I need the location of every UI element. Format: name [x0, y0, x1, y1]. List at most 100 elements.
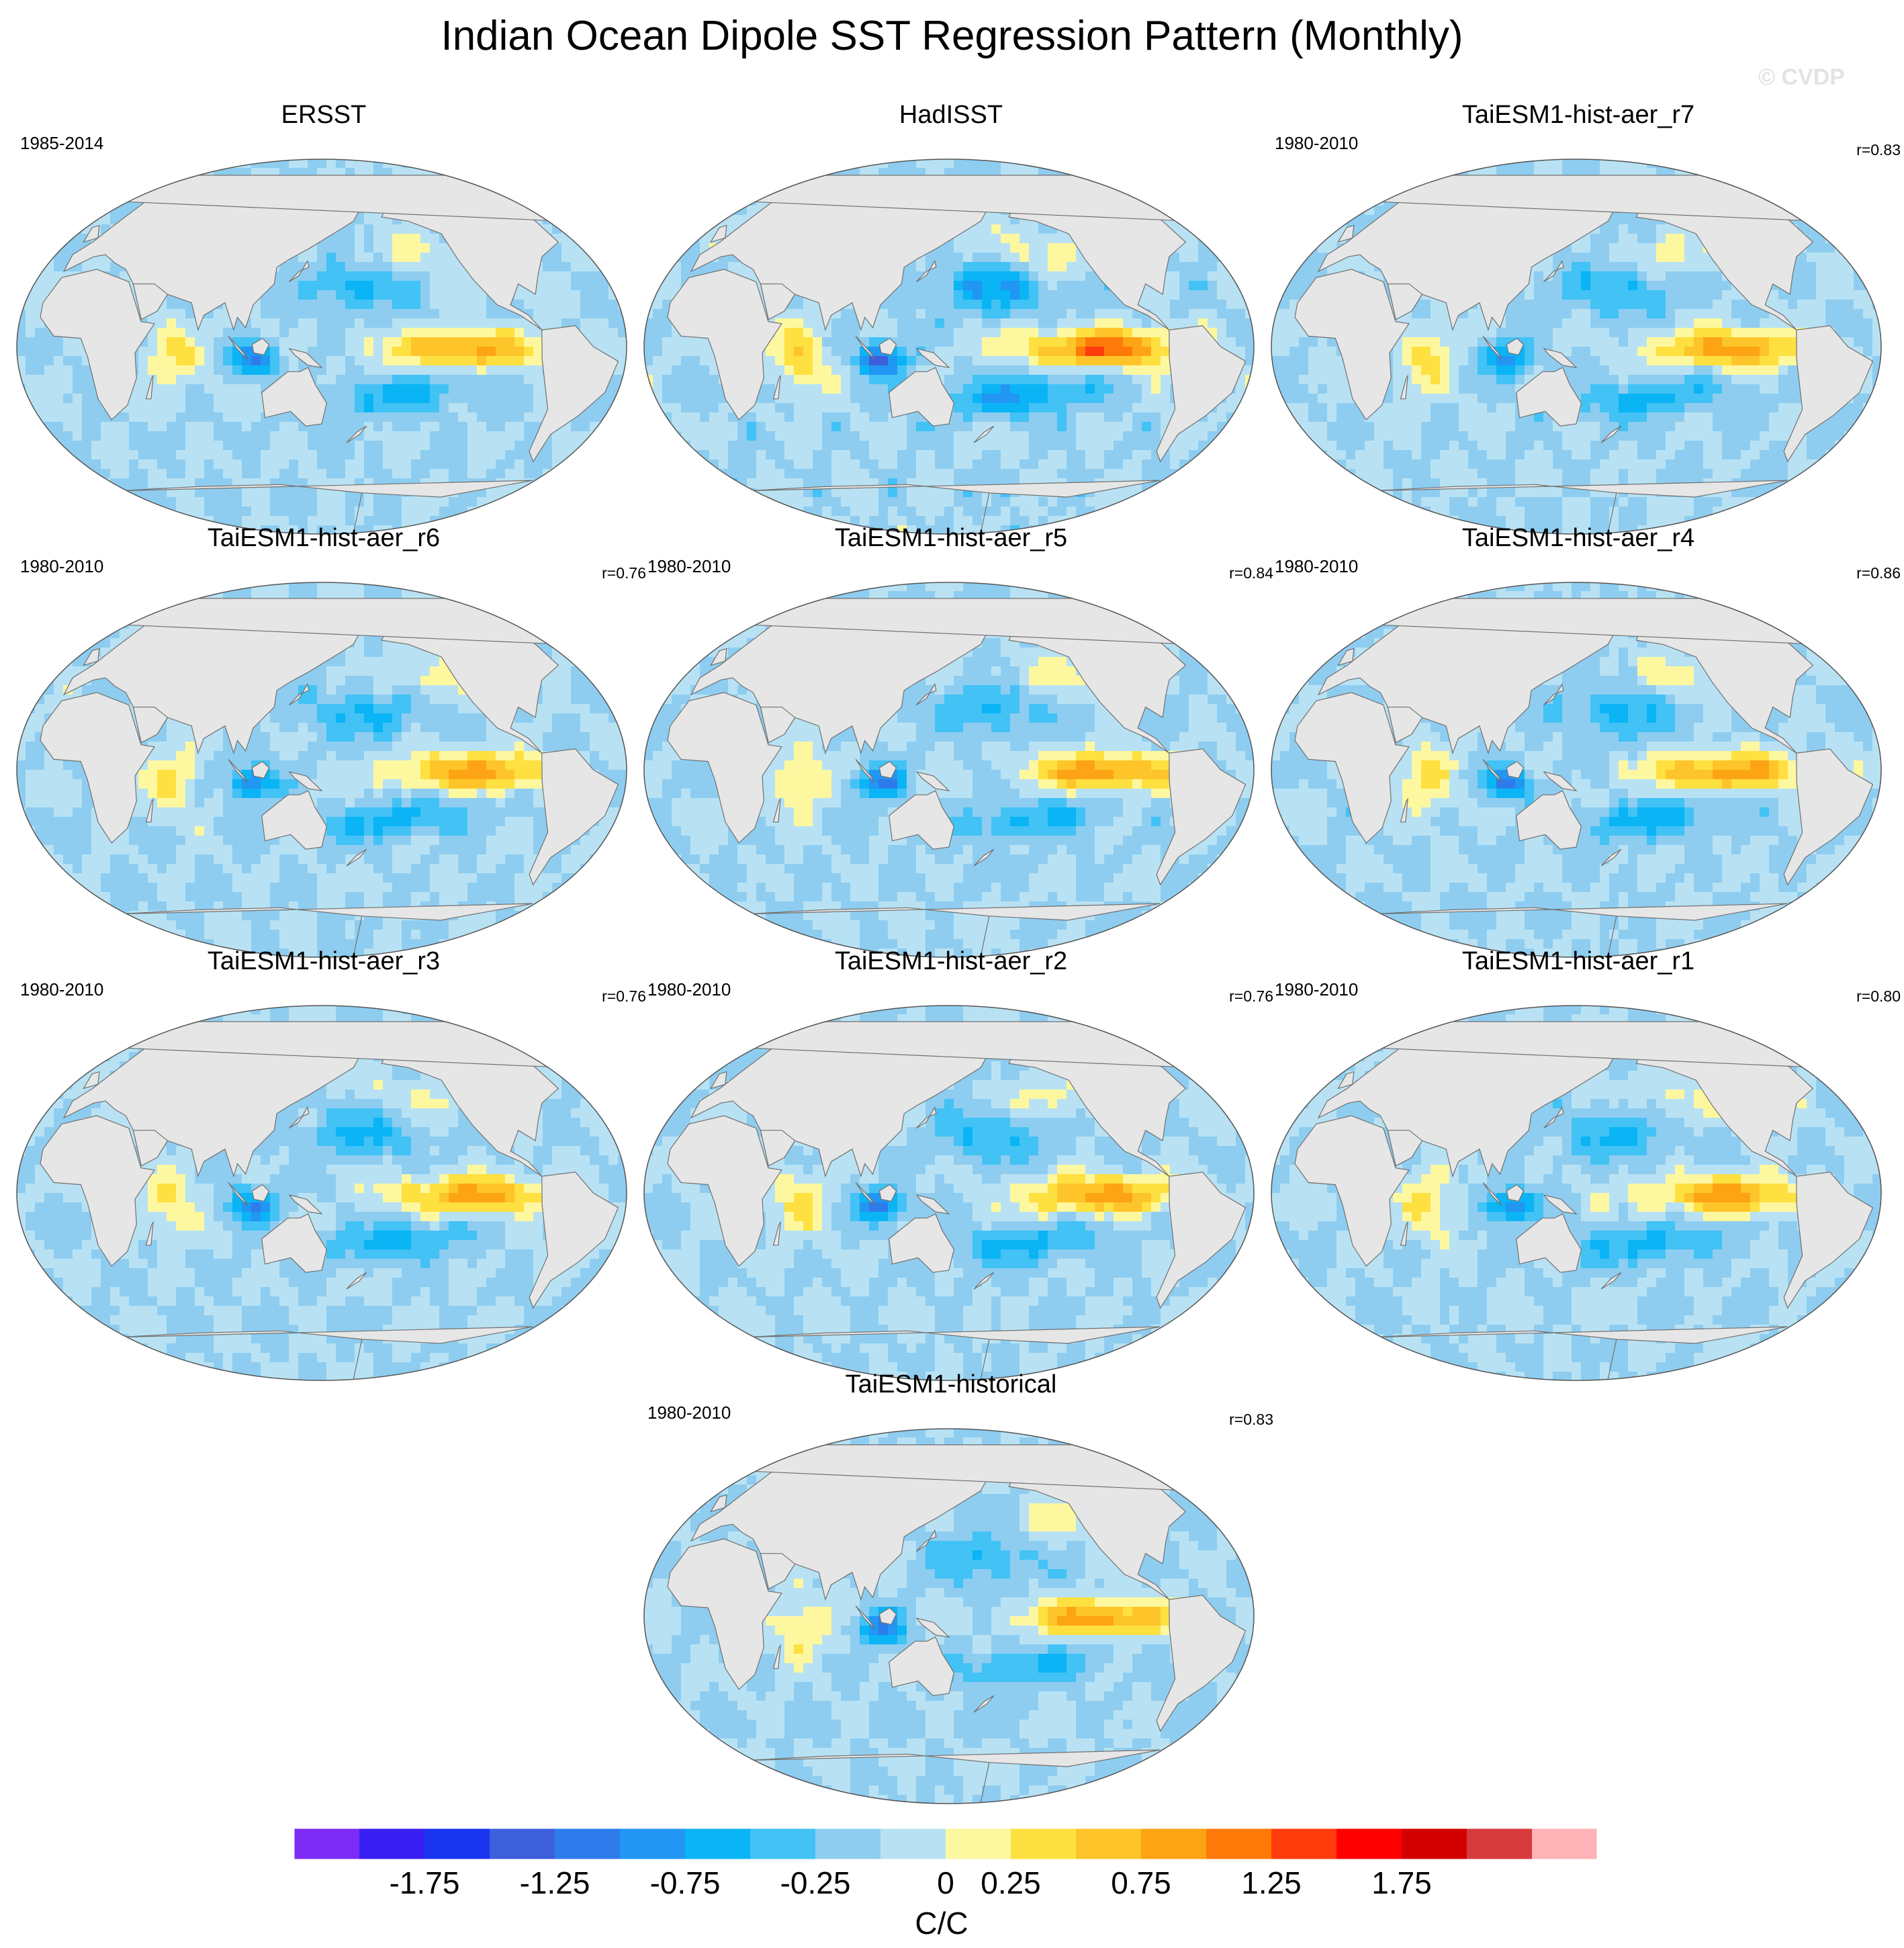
colorbar-swatch — [685, 1828, 750, 1859]
landmass-newguinea — [915, 1618, 950, 1638]
landmass-japan — [915, 259, 937, 283]
panel-title: TaiESM1-historical — [635, 1370, 1267, 1399]
landmass-uk — [710, 1071, 727, 1090]
panel-title: TaiESM1-hist-aer_r7 — [1263, 101, 1894, 130]
colorbar-swatch — [1402, 1828, 1467, 1859]
landmass-antarctica — [118, 480, 533, 534]
landmass-uk — [83, 648, 100, 666]
landmass-nz — [973, 848, 995, 867]
sst-field — [644, 582, 1254, 957]
landmass-antarctica — [1373, 903, 1788, 957]
panel-years: 1980-2010 — [1275, 556, 1358, 577]
landmass-arabia — [760, 1553, 796, 1590]
landmass-madagascar — [145, 797, 154, 823]
landmass-japan — [915, 1106, 937, 1129]
panel-years: 1985-2014 — [20, 133, 103, 154]
landmass-africa — [1294, 269, 1410, 420]
colorbar-tick-label: -1.75 — [390, 1865, 460, 1901]
map-panel: TaiESM1-hist-aer_r1 1980-2010 r=0.80 — [1263, 947, 1901, 1381]
landmass-africa — [667, 692, 782, 844]
landmass-nz — [346, 848, 367, 867]
landmass-arabia — [1387, 283, 1423, 320]
landmass-africa — [667, 1538, 782, 1690]
landmass-antarctica — [745, 1749, 1161, 1804]
landmass-newguinea — [1543, 771, 1578, 791]
landmass-sumatra — [228, 335, 248, 360]
colorbar-swatch — [880, 1828, 946, 1859]
world-map — [16, 159, 627, 535]
colorbar-tick-label: -0.25 — [780, 1865, 851, 1901]
landmass-antarctica — [1373, 480, 1788, 534]
colorbar-swatch — [1011, 1828, 1076, 1859]
landmass-samerica — [1156, 1171, 1246, 1309]
world-map — [16, 1005, 627, 1381]
colorbar-swatch — [294, 1828, 359, 1859]
landmass-samerica — [1783, 748, 1874, 886]
landmass-australia — [1516, 790, 1582, 850]
colorbar-swatch — [1532, 1828, 1597, 1859]
landmass-samerica — [1156, 1595, 1246, 1732]
panel-years: 1980-2010 — [647, 979, 731, 1000]
panel-pattern-correlation: r=0.76 — [1229, 987, 1273, 1006]
panel-title: TaiESM1-hist-aer_r5 — [635, 524, 1267, 553]
world-map — [643, 159, 1255, 535]
sst-field — [17, 1006, 627, 1380]
landmass-arabia — [132, 1130, 169, 1167]
sst-field — [644, 159, 1254, 534]
colorbar-tick-label: 1.75 — [1371, 1865, 1432, 1901]
landmass-newguinea — [288, 771, 323, 791]
landmass-uk — [1337, 648, 1355, 666]
landmass-arabia — [760, 707, 796, 744]
landmass-australia — [889, 1636, 955, 1696]
landmass-borneo — [251, 337, 270, 356]
map-outline — [16, 1005, 627, 1381]
sst-field — [1271, 582, 1881, 957]
landmass-nz — [973, 1272, 995, 1290]
landmass-australia — [1516, 1213, 1582, 1273]
landmass-nz — [346, 1272, 367, 1290]
landmass-arabia — [132, 283, 169, 320]
panel-years: 1980-2010 — [647, 1403, 731, 1423]
colorbar-units: C/C — [915, 1905, 968, 1941]
colorbar-swatch — [1467, 1828, 1532, 1859]
map-outline — [1271, 582, 1882, 958]
landmass-arabia — [760, 283, 796, 320]
landmass-sumatra — [228, 758, 248, 783]
landmass-samerica — [529, 748, 619, 886]
map-panel: TaiESM1-historical 1980-2010 r=0.83 — [635, 1370, 1273, 1804]
landmass-newguinea — [915, 348, 950, 368]
landmass-sumatra — [1482, 758, 1502, 783]
panel-title: TaiESM1-hist-aer_r3 — [8, 947, 639, 976]
landmass-madagascar — [1400, 797, 1408, 823]
landmass-borneo — [251, 1184, 270, 1202]
map-panel: ERSST 1985-2014 — [8, 101, 639, 535]
panel-pattern-correlation: r=0.80 — [1856, 987, 1901, 1006]
sst-field — [644, 1006, 1254, 1380]
landmass-africa — [1294, 1115, 1410, 1267]
landmass-antarctica — [745, 480, 1161, 534]
landmass-samerica — [1156, 748, 1246, 886]
colorbar-swatch — [424, 1828, 490, 1859]
sst-field — [17, 159, 627, 534]
colorbar-swatch — [1206, 1828, 1271, 1859]
landmass-uk — [710, 1494, 727, 1513]
landmass-arabia — [760, 1130, 796, 1167]
colorbar-swatch — [555, 1828, 620, 1859]
map-panel: HadISST — [635, 101, 1267, 535]
landmass-australia — [889, 790, 955, 850]
map-outline — [16, 159, 627, 535]
map-outline — [643, 1005, 1255, 1381]
map-panel: TaiESM1-hist-aer_r6 1980-2010 r=0.76 — [8, 524, 646, 958]
landmass-borneo — [878, 760, 897, 779]
colorbar-swatch — [1141, 1828, 1206, 1859]
landmass-borneo — [878, 1184, 897, 1202]
landmass-newguinea — [1543, 1194, 1578, 1214]
colorbar-swatch — [1076, 1828, 1141, 1859]
landmass-australia — [1516, 367, 1582, 427]
landmass-australia — [889, 1213, 955, 1273]
landmass-africa — [667, 269, 782, 420]
landmass-sumatra — [1482, 1182, 1502, 1206]
panel-pattern-correlation: r=0.84 — [1229, 564, 1273, 582]
landmass-sumatra — [855, 335, 875, 360]
landmass-australia — [889, 367, 955, 427]
